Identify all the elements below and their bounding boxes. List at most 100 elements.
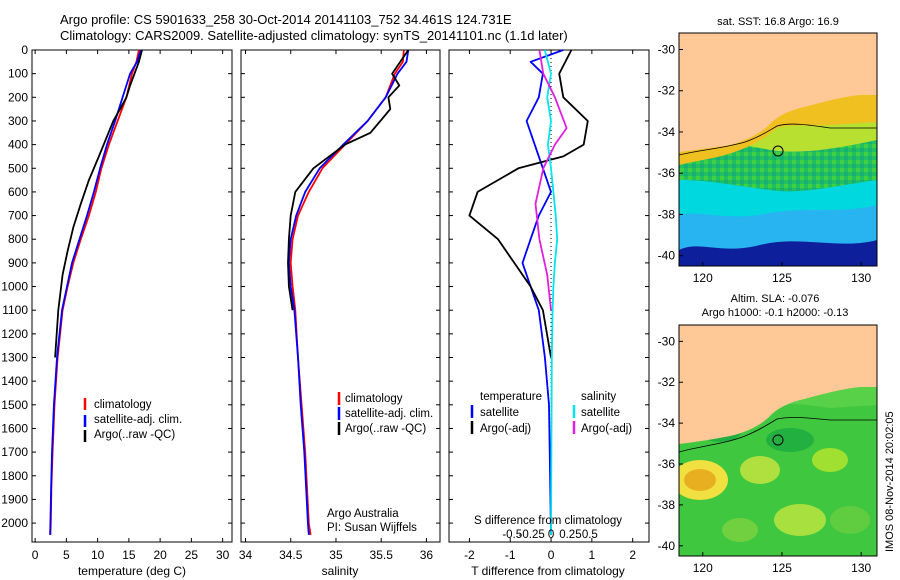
- y-tick-label: 200: [8, 90, 28, 104]
- y-tick-label: 1800: [1, 469, 28, 483]
- x-tick-label: 34.5: [279, 548, 303, 562]
- y-tick-label: 600: [8, 185, 28, 199]
- s-tick-label: 0: [548, 529, 554, 541]
- legend-label-sal-argo: Argo(-adj): [581, 423, 632, 435]
- x-tick-label: 35: [329, 548, 343, 562]
- salinity-panel: 34 34.5 35 35.5 36 salinity climatology sate…: [239, 49, 441, 578]
- map-y-tick-label: -34: [658, 125, 676, 139]
- legend-heading-salinity: salinity: [581, 391, 616, 403]
- y-tick-label: 1200: [1, 327, 28, 341]
- figure-title-line1: Argo profile: CS 5901633_258 30-Oct-2014…: [60, 12, 512, 27]
- legend-label-satellite: satellite-adj. clim.: [345, 408, 433, 420]
- x-tick-label: 36: [420, 548, 434, 562]
- x-tick-label: 5: [63, 548, 70, 562]
- x-tick-label: 30: [216, 548, 230, 562]
- credit-line-2: PI: Susan Wijffels: [327, 522, 417, 534]
- legend-label-sal-satellite: satellite: [581, 407, 620, 419]
- sst-map-frame: [678, 32, 878, 267]
- map-x-tick-label: 125: [772, 271, 792, 285]
- t-difference-label: T difference from climatology: [471, 564, 625, 578]
- difference-line-temperature-satellite: [521, 49, 564, 535]
- sst-map-title: sat. SST: 16.8 Argo: 16.9: [717, 16, 839, 28]
- map-y-tick-label: -40: [658, 539, 676, 553]
- sla-map-subtitle: Argo h1000: -0.1 h2000: -0.13: [702, 307, 849, 319]
- imos-timestamp: IMOS 08-Nov-2014 20:02:05: [884, 411, 896, 552]
- map-y-tick-label: -38: [658, 498, 676, 512]
- x-tick-label: 10: [91, 548, 105, 562]
- temperature-line-satellite-adj-clim: [49, 49, 142, 535]
- map-y-tick-label: -36: [658, 457, 676, 471]
- legend-label-argo: Argo(..raw -QC): [94, 429, 175, 441]
- map-x-tick-label: 130: [851, 561, 871, 575]
- difference-line-salinity-argo-adj: [534, 49, 568, 311]
- legend-label-temp-argo: Argo(-adj): [480, 423, 531, 435]
- y-tick-label: 300: [8, 114, 28, 128]
- map-y-tick-label: -32: [658, 375, 676, 389]
- credit-line-1: Argo Australia: [327, 508, 399, 520]
- salinity-legend: climatology satellite-adj. clim. Argo(..…: [337, 392, 433, 435]
- salinity-line-satellite-adj-clim: [287, 49, 410, 535]
- map-y-tick-label: -38: [658, 207, 676, 221]
- y-tick-label: 1000: [1, 280, 28, 294]
- x-tick-label: 2: [629, 548, 636, 562]
- difference-legend: temperature satellite Argo(-adj) salinit…: [470, 391, 632, 435]
- map-x-tick-label: 125: [772, 561, 792, 575]
- legend-heading-temperature: temperature: [480, 391, 542, 403]
- salinity-axes-box: [240, 49, 441, 543]
- legend-label-climatology: climatology: [345, 393, 403, 405]
- y-tick-label: 1700: [1, 445, 28, 459]
- salinity-line-argo-raw-qc: [287, 49, 410, 311]
- sla-map-title: Altim. SLA: -0.076: [731, 293, 820, 305]
- legend-label-climatology: climatology: [94, 399, 152, 411]
- map-x-tick-label: 130: [851, 271, 871, 285]
- y-tick-label: 1900: [1, 492, 28, 506]
- salinity-line-climatology: [289, 49, 405, 536]
- sla-map-frame: [678, 324, 878, 557]
- legend-label-satellite: satellite-adj. clim.: [94, 414, 182, 426]
- difference-axes-box: [448, 49, 650, 543]
- salinity-x-label: salinity: [322, 564, 359, 578]
- x-tick-label: 34: [239, 548, 253, 562]
- sla-map-image: [679, 325, 877, 556]
- y-tick-label: 0: [21, 43, 28, 57]
- s-tick-label: 0.5: [582, 529, 598, 541]
- y-tick-label: 700: [8, 209, 28, 223]
- y-tick-label: 1500: [1, 398, 28, 412]
- s-tick-label: -0.5: [502, 529, 522, 541]
- x-tick-label: -2: [464, 548, 475, 562]
- x-tick-label: 0: [32, 548, 39, 562]
- y-tick-label: 2000: [1, 516, 28, 530]
- y-tick-label: 1400: [1, 374, 28, 388]
- map-y-tick-label: -30: [658, 334, 676, 348]
- s-tick-label: 0.25: [559, 529, 581, 541]
- sst-float-marker: [772, 145, 784, 157]
- y-tick-label: 400: [8, 138, 28, 152]
- legend-label-argo: Argo(..raw -QC): [345, 423, 426, 435]
- y-tick-label: 1600: [1, 421, 28, 435]
- y-tick-label: 1100: [2, 303, 28, 317]
- x-tick-label: 1: [589, 548, 596, 562]
- difference-line-temperature-argo-adj: [468, 49, 589, 358]
- sla-map-panel: Altim. SLA: -0.076 Argo h1000: -0.1 h200…: [658, 293, 878, 575]
- map-y-tick-label: -34: [658, 416, 676, 430]
- map-y-tick-label: -30: [658, 42, 676, 56]
- map-y-tick-label: -36: [658, 166, 676, 180]
- y-tick-label: 500: [8, 161, 28, 175]
- temperature-legend: climatology satellite-adj. clim. Argo(..…: [83, 398, 182, 442]
- s-tick-label: -0.25: [519, 529, 545, 541]
- sla-float-marker: [772, 434, 784, 446]
- x-tick-label: 35.5: [370, 548, 394, 562]
- y-tick-label: 900: [8, 256, 28, 270]
- map-y-tick-label: -40: [658, 249, 676, 263]
- temperature-panel: 0100200300400500600700800900100011001200…: [1, 43, 233, 578]
- temperature-axes-box: [31, 49, 233, 543]
- x-tick-label: 15: [122, 548, 136, 562]
- y-tick-label: 800: [8, 232, 28, 246]
- legend-label-temp-satellite: satellite: [480, 407, 519, 419]
- temperature-x-label: temperature (deg C): [78, 564, 186, 578]
- temperature-line-argo-raw-qc: [54, 49, 143, 358]
- s-difference-label: S difference from climatology: [474, 515, 622, 527]
- x-tick-label: 25: [185, 548, 199, 562]
- figure-title-line2: Climatology: CARS2009. Satellite-adjuste…: [60, 28, 568, 43]
